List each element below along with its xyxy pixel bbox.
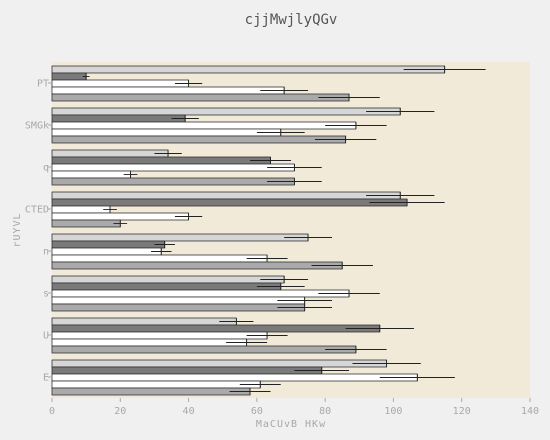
bar-E-series-1 (51, 359, 388, 368)
y-tick-label: SMGk (25, 121, 49, 132)
bar-SMGk-series-5 (51, 135, 347, 144)
bar-n-series-4 (51, 254, 268, 263)
bar-U-series-1 (51, 317, 237, 326)
bar-PT-series-2 (51, 72, 87, 81)
bar-s-series-5 (51, 303, 306, 312)
x-tick-label: 100 (384, 406, 402, 417)
y-axis-label: rUYVL (12, 212, 23, 247)
bar-SMGk-series-4 (51, 128, 282, 137)
x-tick-label: 0 (49, 406, 55, 417)
bar-CTED-series-2 (51, 198, 408, 207)
x-tick-label: 80 (319, 406, 331, 417)
y-tick-label: E (43, 373, 49, 384)
x-tick-label: 40 (183, 406, 195, 417)
y-tick-label: PT (37, 79, 49, 90)
bar-PT-series-3 (51, 79, 189, 88)
bar-CTED-series-5 (51, 219, 121, 228)
x-tick-label: 20 (114, 406, 126, 417)
y-tick-label: CTED (25, 205, 49, 216)
bar-SMGk-series-3 (51, 121, 357, 130)
bar-U-series-3 (51, 331, 268, 340)
bar-q-series-4 (51, 170, 131, 179)
bar-q-series-2 (51, 156, 271, 165)
bar-U-series-5 (51, 345, 357, 354)
x-tick-label: 60 (251, 406, 263, 417)
bar-q-series-1 (51, 149, 169, 158)
error-bars-layer (82, 66, 486, 395)
bar-CTED-series-1 (51, 191, 401, 200)
bar-E-series-3 (51, 373, 418, 382)
x-tick-label: 140 (521, 406, 539, 417)
bar-PT-series-5 (51, 93, 350, 102)
bar-E-series-5 (51, 387, 251, 396)
bar-s-series-3 (51, 289, 350, 298)
y-axis-ticks: PT SMGk q CTED n s U E (25, 79, 52, 384)
bar-n-series-3 (51, 247, 162, 256)
bar-q-series-3 (51, 163, 295, 172)
y-tick-label: n (43, 247, 49, 258)
bar-s-series-1 (51, 275, 285, 284)
x-axis-ticks: 0 20 40 60 80 100 120 140 (49, 398, 539, 417)
bar-U-series-2 (51, 324, 381, 333)
bar-E-series-4 (51, 380, 261, 389)
bar-n-series-2 (51, 240, 166, 249)
bar-SMGk-series-2 (51, 114, 186, 123)
bar-CTED-series-3 (51, 205, 111, 214)
bars-layer (51, 65, 446, 396)
y-tick-label: q (43, 163, 49, 174)
y-tick-label: s (43, 289, 49, 300)
bar-q-series-5 (51, 177, 295, 186)
bar-s-series-4 (51, 296, 306, 305)
bar-PT-series-1 (51, 65, 446, 74)
y-tick-label: U (43, 331, 49, 342)
x-tick-label: 120 (453, 406, 471, 417)
bar-n-series-5 (51, 261, 343, 270)
bar-CTED-series-4 (51, 212, 189, 221)
bar-PT-series-4 (51, 86, 285, 95)
bar-E-series-2 (51, 366, 323, 375)
bar-SMGk-series-1 (51, 107, 401, 116)
bar-U-series-4 (51, 338, 248, 347)
bar-s-series-2 (51, 282, 282, 291)
chart-title: cjjMwjlyQGv (245, 12, 338, 28)
x-axis-label: MaCUvB HKw (256, 419, 326, 430)
bar-n-series-1 (51, 233, 309, 242)
